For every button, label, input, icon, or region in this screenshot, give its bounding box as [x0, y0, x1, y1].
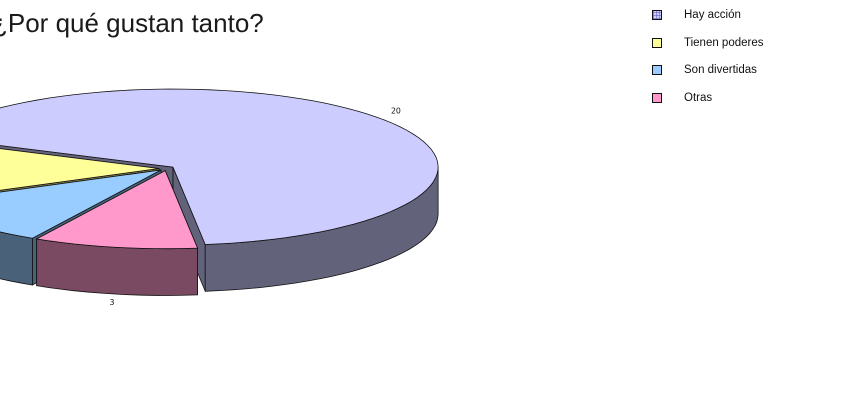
data-label-hay-accion: 20	[391, 107, 401, 116]
legend-item-hay-accion: Hay acción	[652, 6, 842, 24]
legend-item-otras: Otras	[652, 89, 842, 107]
slice-top-son-divertidas	[0, 169, 162, 239]
slice-top-hay-accion	[0, 88, 439, 245]
legend-swatch-tienen-poderes	[652, 37, 662, 48]
legend-item-tienen-poderes: Tienen poderes	[652, 34, 842, 52]
legend-label-tienen-poderes: Tienen poderes	[684, 36, 764, 49]
legend-item-son-divertidas: Son divertidas	[652, 61, 842, 79]
data-label-otras: 3	[109, 298, 114, 307]
legend-swatch-hay-accion	[652, 10, 662, 20]
legend-label-otras: Otras	[684, 91, 713, 104]
slice-top-tienen-poderes	[0, 148, 159, 191]
legend-swatch-otras	[652, 92, 662, 103]
legend-label-son-divertidas: Son divertidas	[684, 64, 757, 76]
legend-swatch-son-divertidas	[652, 65, 662, 75]
legend: Hay acción Tienen poderes Son divertidas…	[652, 6, 842, 116]
pie-group: 20433	[0, 88, 439, 307]
slice-wall-son-divertidas	[0, 231, 33, 286]
legend-label-hay-accion: Hay acción	[684, 9, 741, 21]
chart-title: ¿Por qué gustan tanto?	[0, 8, 264, 38]
slice-top-otras	[35, 170, 199, 250]
